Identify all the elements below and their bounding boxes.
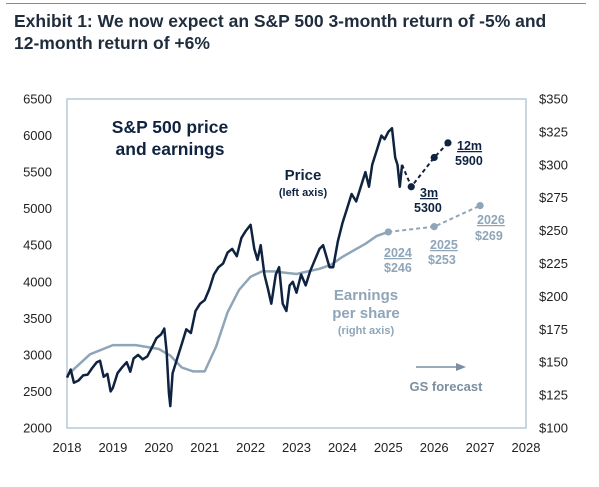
eps-forecast-point	[384, 228, 392, 236]
forecast-3m-value: 5300	[414, 201, 442, 215]
x-tick-label: 2022	[236, 440, 265, 455]
x-axis: 2018 2019 2020 2021 2022 2023 2024 2025 2026 2027…	[53, 440, 541, 455]
y-left-tick-label: 2000	[23, 421, 52, 436]
earnings-label-line-1: Earnings	[334, 287, 398, 304]
y-right-tick-label: $150	[539, 355, 568, 370]
chart-title-line-1: S&P 500 price	[112, 117, 229, 137]
eps-2024-value: $246	[384, 261, 412, 275]
y-left-tick-label: 2500	[23, 384, 52, 399]
price-forecast-point	[444, 139, 452, 147]
forecast-arrow-head	[456, 363, 466, 371]
eps-forecast-points	[384, 201, 484, 236]
x-tick-label: 2021	[190, 440, 219, 455]
eps-forecast-point	[430, 223, 438, 231]
eps-2026-year: 2026	[477, 213, 505, 227]
forecast-3m-label: 3m	[420, 186, 438, 200]
x-tick-label: 2020	[144, 440, 173, 455]
y-left-tick-label: 3500	[23, 311, 52, 326]
y-right-tick-label: $100	[539, 421, 568, 436]
eps-2025-year: 2025	[430, 238, 458, 252]
y-left-tick-label: 5500	[23, 165, 52, 180]
y-left-tick-label: 3000	[23, 347, 52, 362]
y-axis-right: $100 $125 $150 $175 $200 $225 $250 $275 $300 $325…	[539, 92, 568, 436]
y-left-tick-label: 4500	[23, 238, 52, 253]
y-right-tick-label: $200	[539, 289, 568, 304]
series-earnings-line	[66, 230, 389, 377]
x-tick-label: 2023	[282, 440, 311, 455]
eps-2025-value: $253	[428, 253, 456, 267]
eps-forecast-point	[476, 201, 484, 210]
price-forecast-point	[430, 153, 438, 162]
forecast-12m-label: 12m	[457, 139, 482, 153]
y-right-tick-label: $225	[539, 256, 568, 271]
plot-frame	[66, 98, 527, 429]
y-right-tick-label: $250	[539, 223, 568, 238]
x-tick-label: 2019	[98, 440, 127, 455]
x-tick-label: 2024	[328, 440, 357, 455]
eps-2024-year: 2024	[384, 246, 412, 260]
gs-forecast-label: GS forecast	[410, 379, 484, 394]
exhibit-title-line-2: 12-month return of +6%	[14, 33, 210, 53]
y-right-tick-label: $125	[539, 388, 568, 403]
x-tick-label: 2027	[466, 440, 495, 455]
eps-2026-value: $269	[475, 229, 503, 243]
y-left-tick-label: 6500	[23, 92, 52, 107]
y-right-tick-label: $175	[539, 322, 568, 337]
y-right-tick-label: $275	[539, 190, 568, 205]
earnings-axis-note: (right axis)	[338, 325, 395, 337]
earnings-label-line-2: per share	[332, 305, 400, 322]
x-tick-label: 2026	[420, 440, 449, 455]
x-tick-label: 2028	[512, 440, 541, 455]
series-price-line	[65, 126, 404, 408]
price-axis-note: (left axis)	[279, 187, 328, 199]
top-divider	[6, 3, 586, 4]
series-price-forecast-line	[401, 142, 449, 189]
price-series-label: Price	[285, 167, 322, 184]
chart-title-line-2: and earnings	[116, 139, 225, 159]
y-right-tick-label: $350	[539, 92, 568, 107]
y-left-tick-label: 4000	[23, 274, 52, 289]
y-axis-left: 2000 2500 3000 3500 4000 4500 5000 5500 6000 6500	[23, 92, 52, 436]
price-forecast-points	[407, 139, 452, 191]
x-tick-label: 2025	[374, 440, 403, 455]
y-right-tick-label: $325	[539, 124, 568, 139]
y-left-tick-label: 6000	[23, 128, 52, 143]
exhibit-title-line-1: Exhibit 1: We now expect an S&P 500 3-mo…	[14, 11, 547, 31]
y-right-tick-label: $300	[539, 157, 568, 172]
exhibit-title: Exhibit 1: We now expect an S&P 500 3-mo…	[14, 10, 574, 54]
x-tick-label: 2018	[53, 440, 82, 455]
series-eps-forecast-line	[388, 204, 481, 233]
price-forecast-point	[407, 183, 415, 191]
y-left-tick-label: 5000	[23, 201, 52, 216]
forecast-12m-value: 5900	[455, 154, 483, 168]
